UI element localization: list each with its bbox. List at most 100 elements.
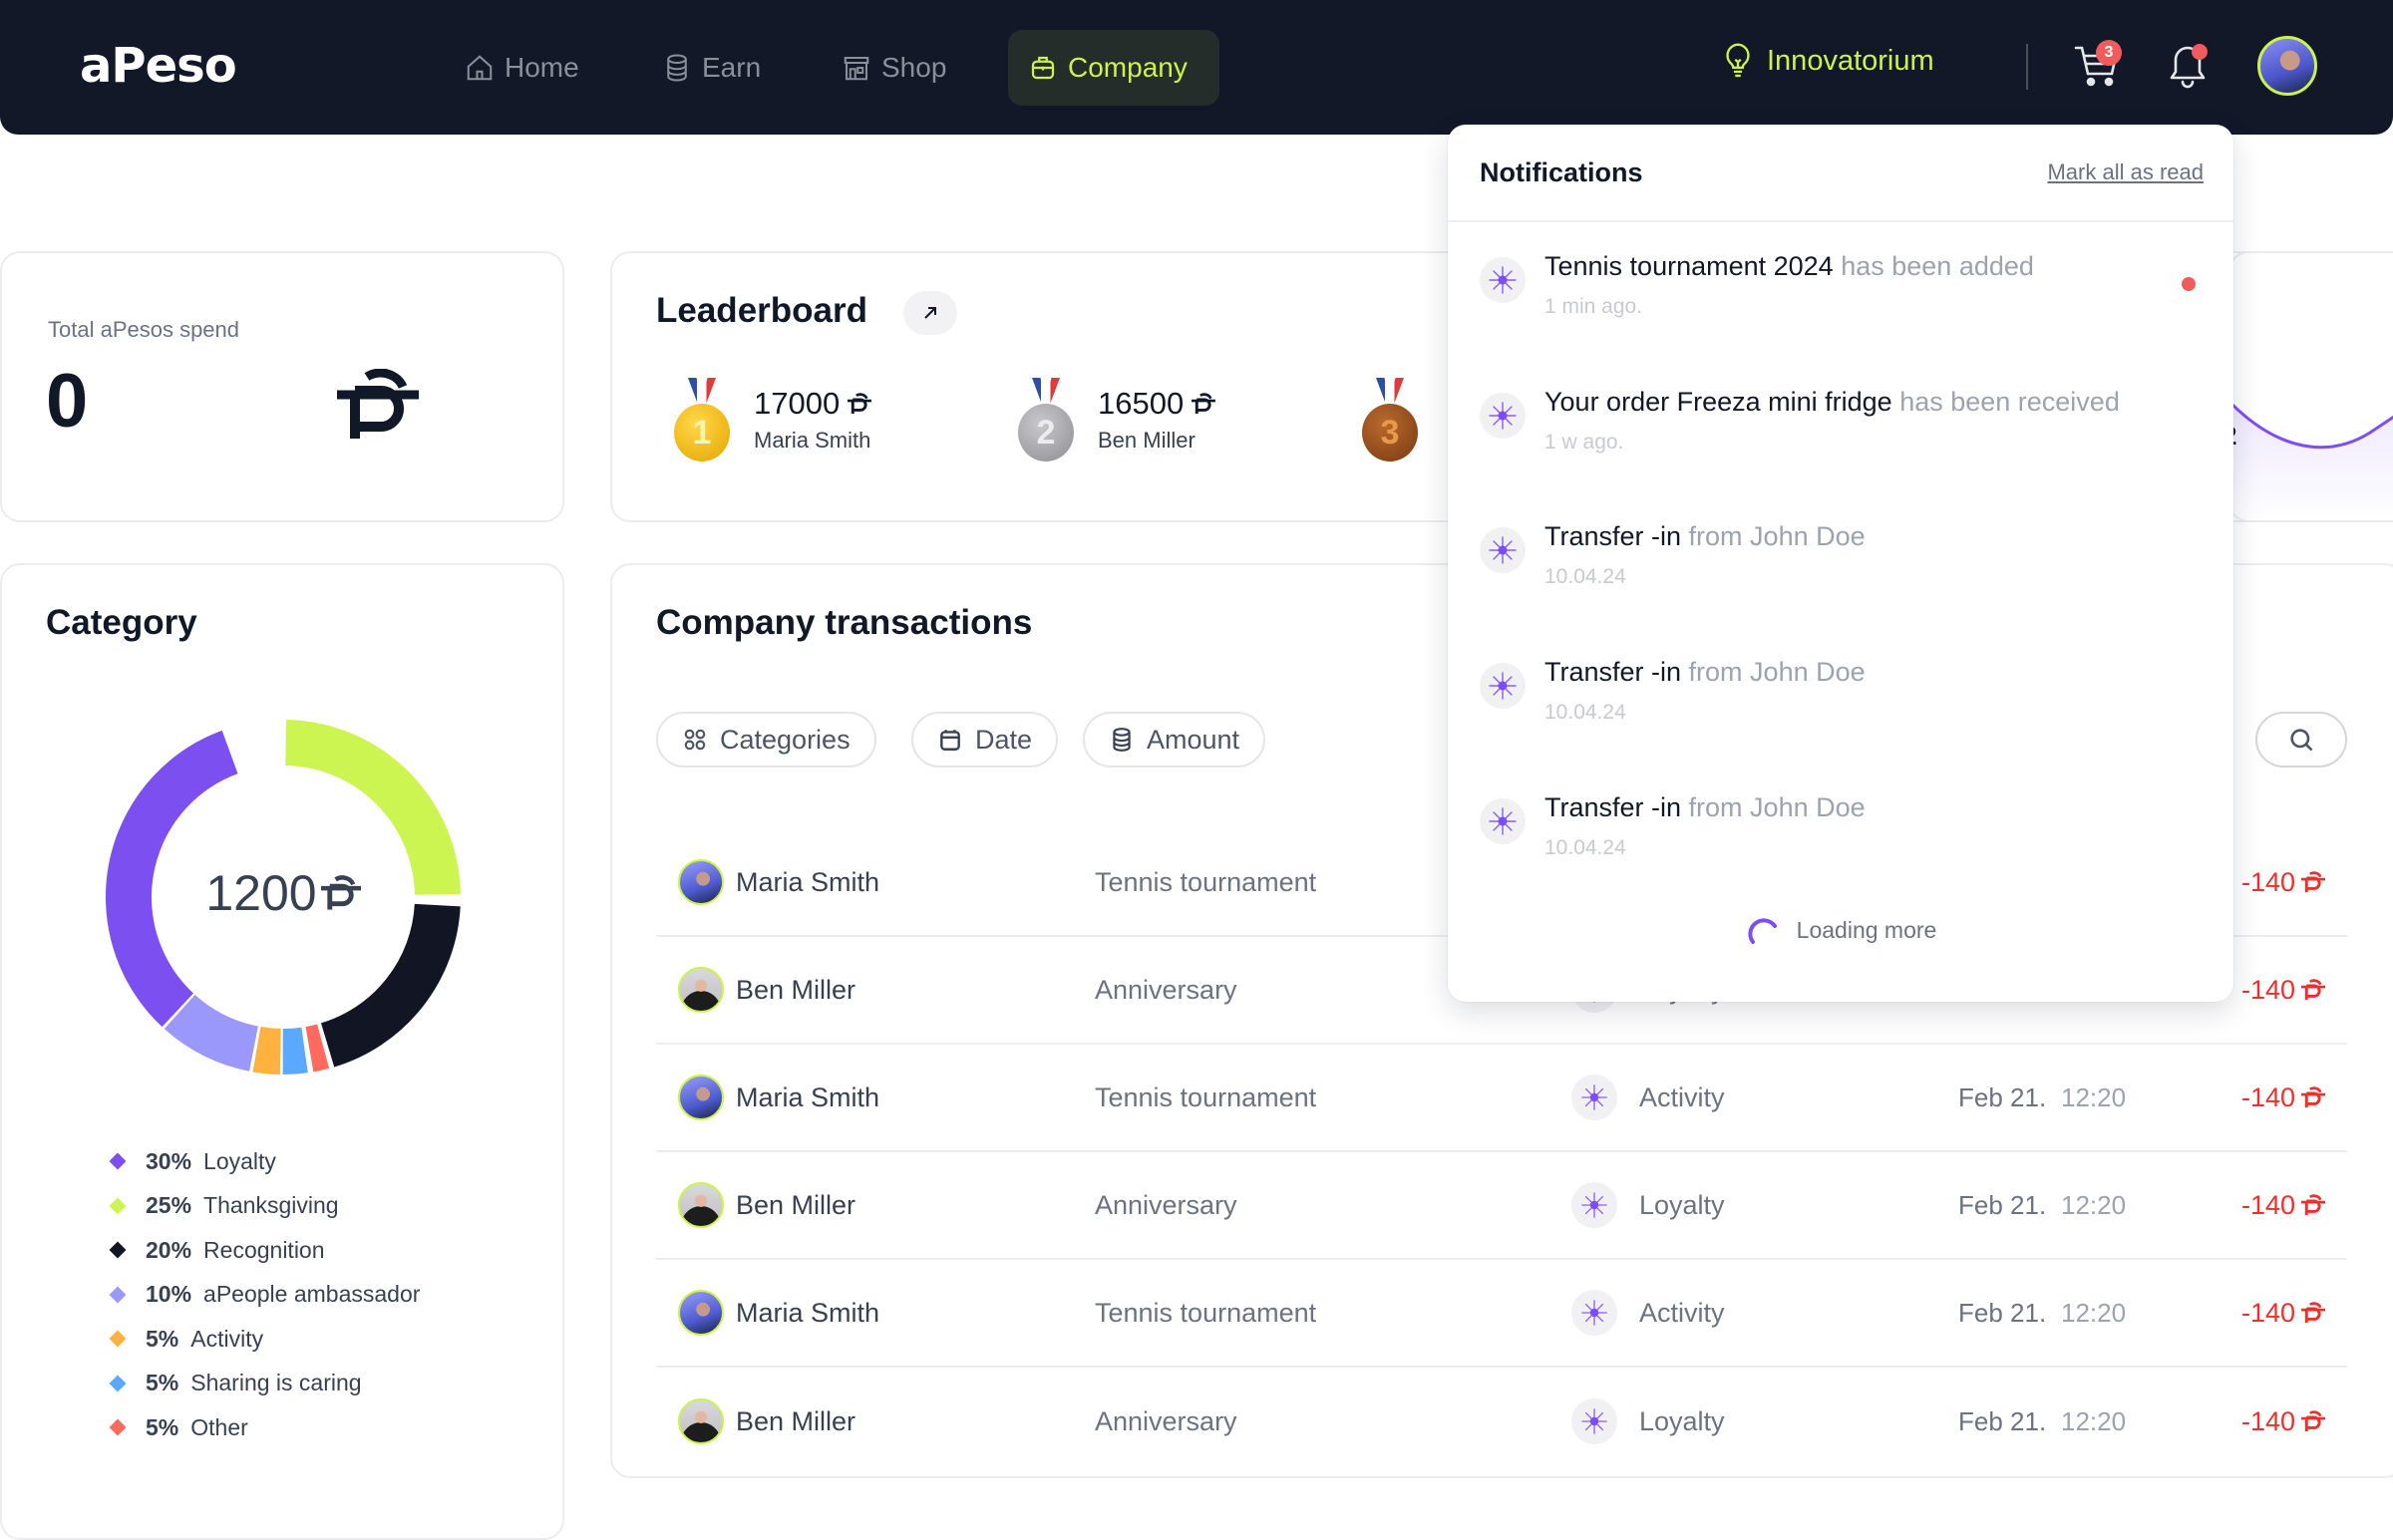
notification-item[interactable]: Tennis tournament 2024 has been added 1 … (1480, 251, 2202, 341)
amount: -140 (2241, 975, 2325, 1006)
category-total: 1200 (106, 864, 461, 922)
legend-item-other: 5% Other (106, 1405, 420, 1450)
diamond-icon (109, 1418, 127, 1436)
nav-home[interactable]: Home (445, 30, 599, 106)
leaderboard-entry-2[interactable]: 2 16500 Ben Miller (1016, 378, 1215, 462)
organization-name: Innovatorium (1767, 44, 1934, 77)
line-chart: 2 (2230, 401, 2393, 520)
avatar (678, 1398, 724, 1444)
nav-home-label: Home (505, 52, 579, 83)
peso-icon (337, 369, 419, 441)
leaderboard-entry-1[interactable]: 1 17000 Maria Smith (672, 378, 871, 462)
sparkle-icon (1480, 257, 1526, 303)
amount: -140 (2241, 1190, 2325, 1221)
briefcase-icon (1031, 56, 1055, 80)
nav-company-label: Company (1068, 52, 1188, 83)
category-donut-chart[interactable] (106, 720, 461, 1075)
category-title: Category (46, 603, 197, 642)
notifications-header: Notifications Mark all as read (1448, 125, 2233, 222)
nav-shop[interactable]: Shop (822, 30, 966, 106)
avatar (678, 1290, 724, 1336)
category-card: Category 1200 30% Loyalty 25% Thanksgiving… (0, 563, 564, 1540)
organization-switcher[interactable]: Innovatorium (1721, 42, 1934, 80)
silver-medal-icon: 2 (1016, 378, 1076, 462)
svg-text:2: 2 (2230, 421, 2236, 451)
diamond-icon (109, 1330, 127, 1348)
diamond-icon (109, 1197, 127, 1215)
diamond-icon (109, 1375, 127, 1392)
leaderboard-entry-3[interactable]: 3 (1360, 378, 1420, 462)
app-logo[interactable]: aPeso (80, 38, 237, 94)
avatar (678, 967, 724, 1013)
coins-icon (1113, 728, 1131, 752)
sparkle-icon (1571, 1182, 1617, 1228)
legend-item-recognition: 20% Recognition (106, 1228, 420, 1273)
total-spend-label: Total aPesos spend (48, 317, 240, 342)
table-row[interactable]: Ben Miller Anniversary Loyalty Feb 21. 1… (656, 1152, 2347, 1260)
avatar (678, 1075, 724, 1120)
cart-count-badge: 3 (2096, 40, 2122, 66)
notification-item[interactable]: Transfer -in from John Doe 10.04.24 (1480, 792, 2202, 882)
unread-dot (2182, 277, 2196, 291)
nav-earn[interactable]: Earn (642, 30, 781, 106)
sparkle-icon (1480, 663, 1526, 709)
legend-item-activity: 5% Activity (106, 1317, 420, 1362)
table-row[interactable]: Maria Smith Tennis tournament Activity F… (656, 1045, 2347, 1152)
sparkle-icon (1480, 798, 1526, 844)
sparkle-icon (1480, 527, 1526, 573)
sparkle-icon (1571, 1398, 1617, 1444)
arrow-up-right-icon (924, 307, 936, 319)
peso-icon (321, 875, 361, 911)
lightbulb-icon (1726, 43, 1750, 78)
diamond-icon (109, 1152, 127, 1170)
amount: -140 (2241, 1298, 2325, 1329)
user-avatar[interactable] (2257, 36, 2317, 96)
amount: -140 (2241, 1406, 2325, 1437)
leaderboard-amount: 17000 (754, 386, 871, 422)
avatar (678, 859, 724, 905)
calendar-icon (940, 730, 960, 751)
sparkle-icon (1480, 393, 1526, 439)
avatar (678, 1182, 724, 1228)
legend-item-thanksgiving: 25% Thanksgiving (106, 1184, 420, 1229)
table-row[interactable]: Ben Miller Anniversary Loyalty Feb 21. 1… (656, 1368, 2347, 1475)
peso-icon (2301, 1194, 2325, 1216)
nav-earn-label: Earn (702, 52, 762, 83)
top-navbar: aPeso Home Earn Shop Company Innovatoriu… (0, 0, 2393, 135)
store-icon (844, 57, 869, 81)
loading-more-indicator: Loading more (1448, 912, 2233, 948)
peso-icon (2301, 1302, 2325, 1324)
coins-icon (667, 54, 687, 82)
total-spend-value: 0 (46, 359, 89, 444)
nav-shop-label: Shop (881, 52, 947, 83)
peso-icon (1192, 393, 1215, 415)
notifications-title: Notifications (1480, 156, 1643, 187)
leaderboard-open-button[interactable] (903, 291, 957, 335)
legend-item-sharing: 5% Sharing is caring (106, 1362, 420, 1406)
mark-all-read-link[interactable]: Mark all as read (2047, 159, 2204, 184)
nav-company[interactable]: Company (1008, 30, 1219, 106)
notification-item[interactable]: Transfer -in from John Doe 10.04.24 (1480, 521, 2202, 611)
stats-chart-card: 2 (2228, 251, 2393, 522)
home-icon (467, 55, 493, 81)
notification-unread-dot (2192, 44, 2208, 60)
grid-icon (684, 729, 706, 751)
leaderboard-amount: 16500 (1098, 386, 1215, 422)
filter-date[interactable]: Date (911, 712, 1059, 768)
search-icon (2290, 729, 2313, 752)
leaderboard-name: Ben Miller (1098, 428, 1196, 453)
search-button[interactable] (2255, 712, 2347, 768)
peso-icon (2301, 979, 2325, 1001)
filter-categories[interactable]: Categories (656, 712, 876, 768)
sparkle-icon (1571, 1290, 1617, 1336)
bronze-medal-icon: 3 (1360, 378, 1420, 462)
amount: -140 (2241, 1082, 2325, 1113)
notification-item[interactable]: Transfer -in from John Doe 10.04.24 (1480, 657, 2202, 747)
filter-amount[interactable]: Amount (1083, 712, 1266, 768)
total-spend-card: Total aPesos spend 0 (0, 251, 564, 522)
spinner-icon (1748, 918, 1777, 944)
notification-item[interactable]: Your order Freeza mini fridge has been r… (1480, 387, 2202, 476)
legend-item-loyalty: 30% Loyalty (106, 1139, 420, 1184)
leaderboard-title: Leaderboard (656, 291, 867, 330)
table-row[interactable]: Maria Smith Tennis tournament Activity F… (656, 1260, 2347, 1368)
